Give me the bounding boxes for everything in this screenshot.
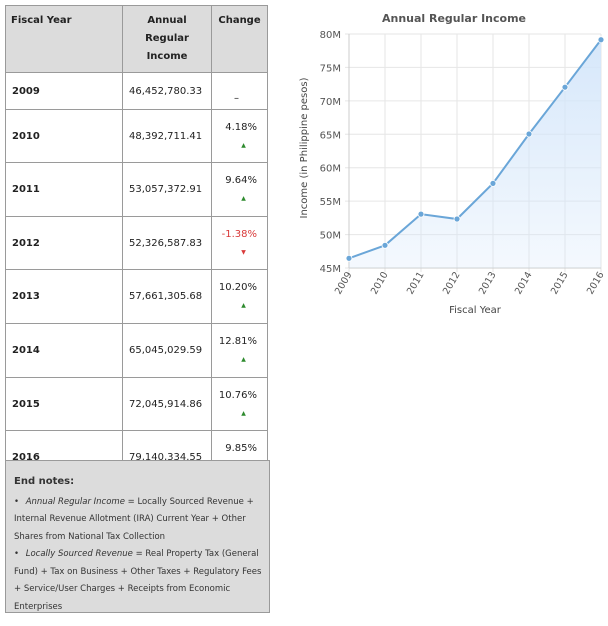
x-tick-label: 2010	[369, 270, 391, 296]
data-point	[453, 215, 461, 223]
change-value: 10.20%	[218, 282, 257, 293]
header-annual-income[interactable]: Annual Regular Income	[122, 5, 212, 73]
x-tick-label: 2013	[477, 270, 499, 296]
cell-income: 53,057,372.91	[122, 162, 212, 217]
income-table: Fiscal Year Annual Regular Income Change…	[5, 5, 268, 485]
cell-change: 4.18% ▲	[211, 109, 268, 163]
table-row: 2013 57,661,305.68 10.20% ▲	[5, 269, 268, 324]
cell-year: 2013	[5, 269, 123, 324]
end-note-2: • Locally Sourced Revenue = Real Propert…	[14, 546, 263, 616]
table-row: 2014 65,045,029.59 12.81% ▲	[5, 323, 268, 378]
data-point	[381, 241, 389, 249]
header-income-line1: Annual Regular	[145, 15, 189, 44]
cell-income: 46,452,780.33	[122, 72, 212, 110]
note2-term: Locally Sourced Revenue	[25, 549, 133, 559]
table-row: 2010 48,392,711.41 4.18% ▲	[5, 109, 268, 163]
y-tick-label: 45M	[320, 264, 341, 275]
x-tick-label: 2014	[513, 270, 535, 296]
change-value: –	[234, 93, 239, 104]
cell-income: 65,045,029.59	[122, 323, 212, 378]
y-axis-label: Income (in Philippine pesos)	[299, 77, 310, 218]
y-tick-label: 55M	[320, 197, 341, 208]
header-change[interactable]: Change	[211, 5, 268, 73]
header-fiscal-year[interactable]: Fiscal Year	[5, 5, 123, 73]
cell-year: 2015	[5, 377, 123, 431]
x-axis-label: Fiscal Year	[449, 305, 502, 316]
change-value: 10.76%	[218, 390, 257, 401]
cell-year: 2010	[5, 109, 123, 163]
series-line	[348, 39, 602, 260]
y-tick-label: 75M	[320, 63, 341, 74]
cell-income: 52,326,587.83	[122, 216, 212, 270]
end-note-1: • Annual Regular Income = Locally Source…	[14, 494, 263, 547]
arrow-up-icon: ▲	[241, 195, 246, 202]
cell-change: 9.64% ▲	[211, 162, 268, 217]
cell-income: 57,661,305.68	[122, 269, 212, 324]
cell-change: 12.81% ▲	[211, 323, 268, 378]
x-tick-label: 2012	[441, 270, 463, 296]
bullet-icon: •	[14, 496, 20, 507]
cell-change: 10.76% ▲	[211, 377, 268, 431]
x-tick-label: 2011	[405, 270, 427, 296]
arrow-up-icon: ▲	[241, 410, 246, 417]
data-point	[597, 36, 605, 44]
change-value: 9.64%	[225, 175, 257, 186]
income-chart: Annual Regular Income Income (in Philipp…	[299, 12, 607, 316]
series-area	[349, 39, 601, 268]
table-row: 2009 46,452,780.33 –	[5, 72, 268, 110]
cell-income: 48,392,711.41	[122, 109, 212, 163]
data-point	[525, 130, 533, 138]
y-tick-label: 50M	[320, 231, 341, 242]
cell-income: 72,045,914.86	[122, 377, 212, 431]
table-body: 2009 46,452,780.33–2010 48,392,711.41 4.18%…	[5, 72, 268, 485]
end-notes: End notes: • Annual Regular Income = Loc…	[5, 460, 270, 613]
y-tick-label: 80M	[320, 30, 341, 41]
y-tick-label: 60M	[320, 164, 341, 175]
header-income-line2: Income	[146, 51, 188, 62]
x-tick-label: 2015	[549, 270, 571, 296]
table-row: 2015 72,045,914.86 10.76% ▲	[5, 377, 268, 431]
change-value: 12.81%	[218, 336, 257, 347]
change-value: 4.18%	[225, 122, 257, 133]
table-row: 2011 53,057,372.91 9.64% ▲	[5, 162, 268, 217]
cell-change: –	[211, 72, 268, 110]
y-tick-label: 70M	[320, 97, 341, 108]
cell-year: 2014	[5, 323, 123, 378]
cell-year: 2011	[5, 162, 123, 217]
bullet-icon: •	[14, 549, 20, 559]
cell-change: 10.20% ▲	[211, 269, 268, 324]
note2-text: = Real Property Tax (General Fund) + Tax…	[14, 549, 262, 612]
arrow-up-icon: ▲	[241, 302, 246, 309]
note1-text: = Locally Sourced Revenue + Internal Rev…	[14, 496, 254, 542]
data-point	[561, 83, 569, 91]
arrow-up-icon: ▲	[241, 356, 246, 363]
data-point	[345, 254, 353, 262]
cell-year: 2009	[5, 72, 123, 110]
change-value: -1.38%	[221, 229, 257, 240]
table-header-row: Fiscal Year Annual Regular Income Change	[5, 5, 268, 73]
data-point	[489, 179, 497, 187]
arrow-down-icon: ▼	[241, 249, 246, 256]
cell-change: -1.38% ▼	[211, 216, 268, 270]
chart-title: Annual Regular Income	[382, 12, 526, 25]
change-value: 9.85%	[225, 443, 257, 454]
table-row: 2012 52,326,587.83 -1.38% ▼	[5, 216, 268, 270]
note1-term: Annual Regular Income	[25, 496, 125, 507]
y-tick-label: 65M	[320, 130, 341, 141]
cell-year: 2012	[5, 216, 123, 270]
end-notes-title: End notes:	[14, 476, 75, 487]
data-point	[417, 210, 425, 218]
arrow-up-icon: ▲	[241, 142, 246, 149]
x-tick-label: 2016	[585, 270, 607, 296]
